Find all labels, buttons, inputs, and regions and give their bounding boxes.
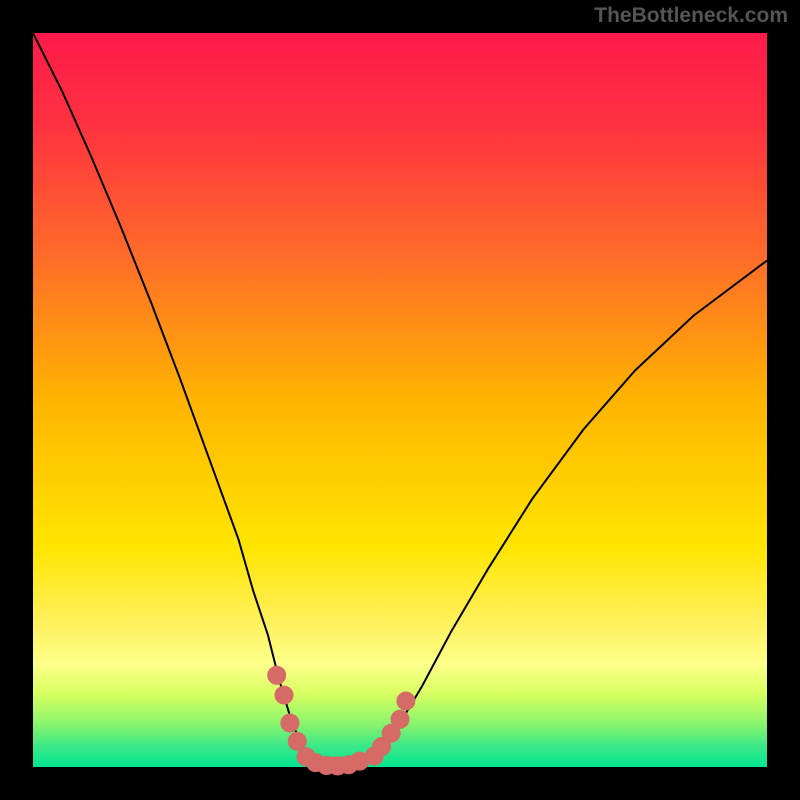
right-curve xyxy=(356,261,767,767)
curve-layer xyxy=(33,33,767,767)
watermark-text: TheBottleneck.com xyxy=(594,4,788,28)
bottom-bar xyxy=(308,757,367,767)
chart-root: { "watermark": { "text": "TheBottleneck.… xyxy=(0,0,800,800)
data-marker xyxy=(281,714,299,732)
data-marker xyxy=(391,710,409,728)
data-marker xyxy=(275,686,293,704)
data-marker xyxy=(268,666,286,684)
data-marker xyxy=(397,692,415,710)
left-curve xyxy=(33,33,327,767)
plot-area xyxy=(33,33,767,767)
